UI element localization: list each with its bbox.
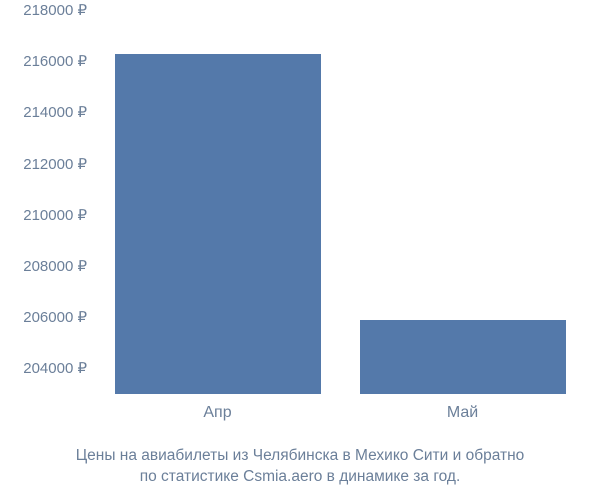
y-tick-label: 204000 ₽: [23, 359, 87, 377]
y-tick-label: 218000 ₽: [23, 1, 87, 19]
x-tick-label: Май: [447, 404, 478, 422]
y-tick-label: 208000 ₽: [23, 257, 87, 275]
caption-line-1: Цены на авиабилеты из Челябинска в Мехик…: [76, 447, 525, 464]
chart-caption: Цены на авиабилеты из Челябинска в Мехик…: [0, 445, 600, 488]
price-chart: 204000 ₽ 206000 ₽ 208000 ₽ 210000 ₽ 212000 ₽…: [0, 0, 600, 500]
x-axis: Апр Май: [95, 400, 585, 430]
y-tick-label: 206000 ₽: [23, 308, 87, 326]
x-tick-label: Апр: [203, 404, 231, 422]
caption-line-2: по статистике Csmia.aero в динамике за г…: [140, 468, 461, 485]
plot-area: [95, 10, 585, 394]
y-tick-label: 216000 ₽: [23, 52, 87, 70]
y-tick-label: 210000 ₽: [23, 206, 87, 224]
bar: [360, 320, 566, 394]
bar: [115, 54, 321, 394]
y-tick-label: 212000 ₽: [23, 155, 87, 173]
y-tick-label: 214000 ₽: [23, 103, 87, 121]
y-axis: 204000 ₽ 206000 ₽ 208000 ₽ 210000 ₽ 212000 ₽…: [0, 0, 95, 394]
